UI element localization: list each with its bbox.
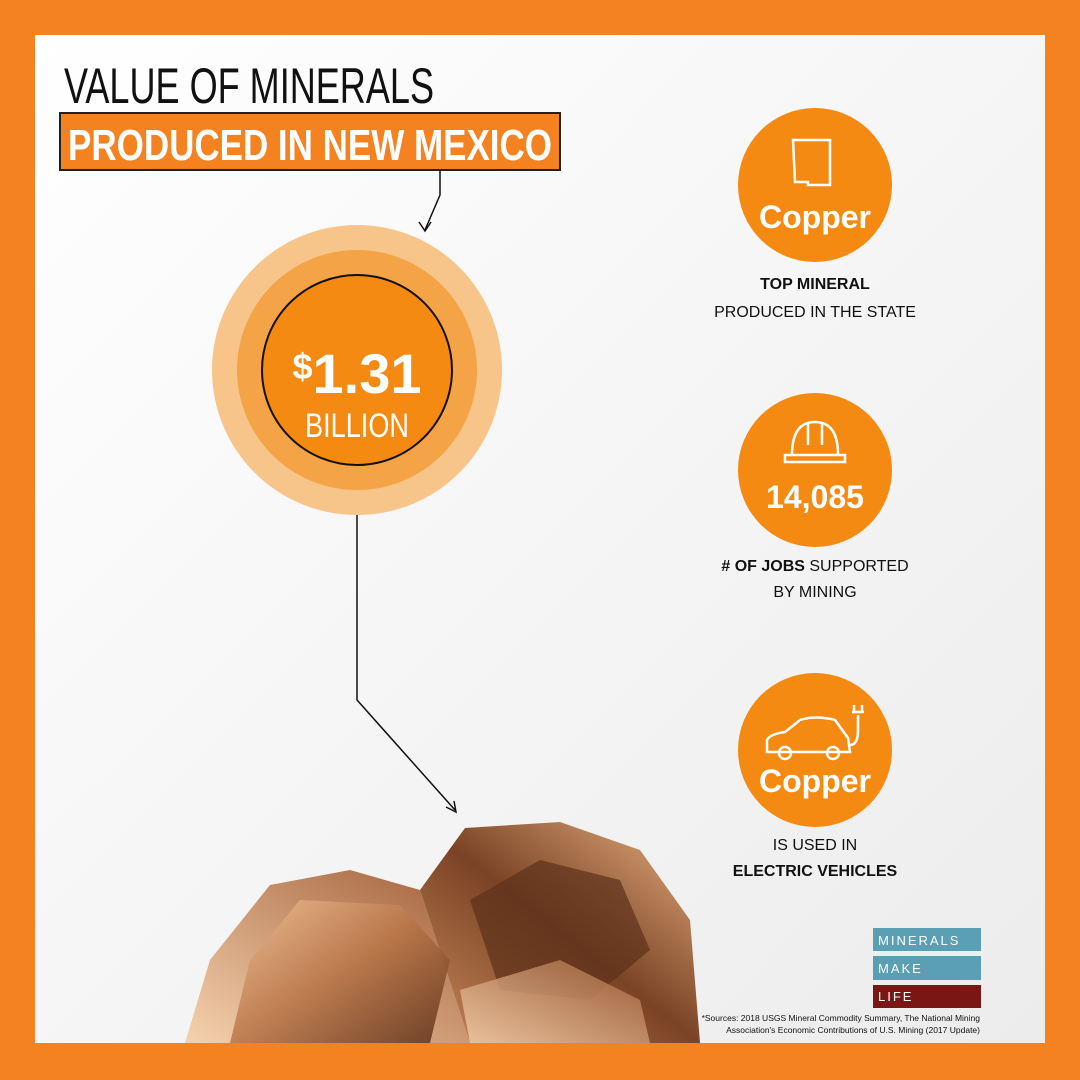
car-icon <box>765 705 864 761</box>
stat-caption-bold: # OF JOBS <box>721 558 805 575</box>
state-icon <box>791 138 832 187</box>
logo-text: LIFE <box>878 989 913 1004</box>
sources: Association's Economic Contributions of … <box>726 1025 980 1035</box>
title-box <box>59 112 561 171</box>
stat-caption-text: SUPPORTED <box>805 558 909 575</box>
stat-circle <box>738 673 892 827</box>
copper-rock <box>185 822 700 1043</box>
stat-circle <box>738 393 892 547</box>
value-currency: $ <box>292 346 312 387</box>
stat-caption: PRODUCED IN THE STATE <box>714 304 916 321</box>
stat-label: Copper <box>759 199 871 235</box>
hardhat-icon <box>783 420 847 464</box>
stat-caption: BY MINING <box>773 584 856 601</box>
stat-caption: # OF JOBS SUPPORTED <box>721 558 908 575</box>
value-number: 1.31 <box>313 342 422 405</box>
stat-caption: IS USED IN <box>773 837 857 854</box>
logo-text: MINERALS <box>878 933 960 948</box>
logo-text: MAKE <box>878 961 923 976</box>
stat-label: 14,085 <box>766 479 864 515</box>
logo: MINERALS MAKE LIFE <box>873 928 981 1008</box>
value-unit: BILLION <box>305 407 409 445</box>
sources: *Sources: 2018 USGS Mineral Commodity Su… <box>702 1013 981 1023</box>
title-line1: VALUE OF MINERALS <box>64 58 434 114</box>
logo-bar <box>873 956 981 980</box>
value-amount: $1.31 <box>292 342 421 405</box>
connector-lines <box>356 170 458 814</box>
logo-bar <box>873 985 981 1008</box>
title-line2: PRODUCED IN NEW MEXICO <box>68 121 552 170</box>
stat-caption-bold: ELECTRIC VEHICLES <box>733 863 898 880</box>
logo-bar <box>873 928 981 951</box>
value-circle <box>261 274 453 466</box>
stat-caption-bold: TOP MINERAL <box>760 276 870 293</box>
stat-label: Copper <box>759 763 871 799</box>
